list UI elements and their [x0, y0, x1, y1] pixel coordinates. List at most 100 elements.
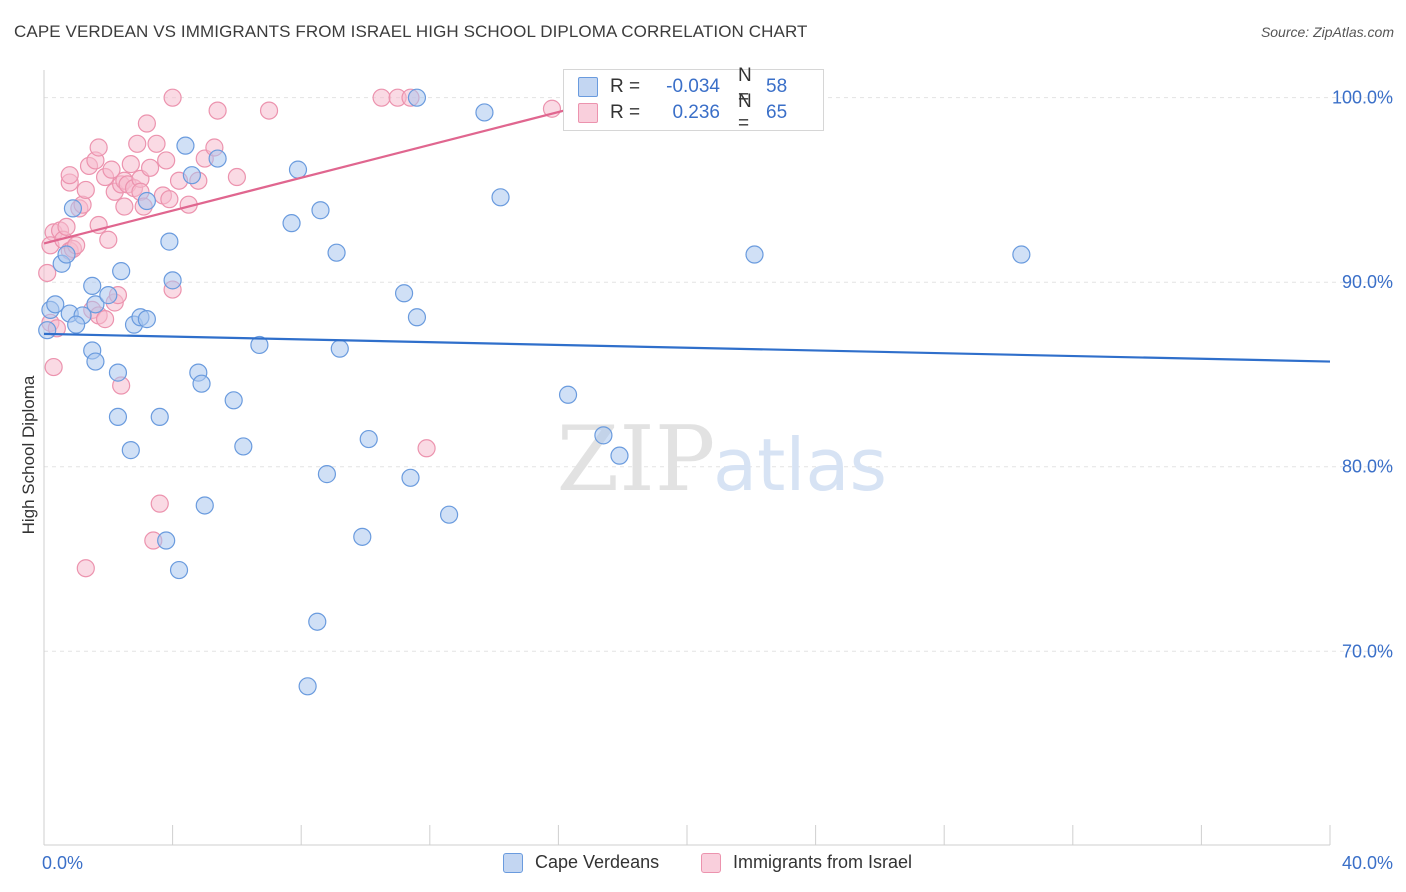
israel-point — [417, 439, 436, 458]
israel-point — [95, 310, 115, 329]
y-tick-label: 90.0% — [1342, 272, 1393, 292]
n-label: N = — [738, 91, 752, 134]
watermark-atlas: atlas — [713, 423, 887, 507]
chart-title: CAPE VERDEAN VS IMMIGRANTS FROM ISRAEL H… — [14, 22, 808, 41]
cape-verdean-point — [137, 191, 156, 211]
cape-verdean-point — [99, 286, 118, 305]
cape-verdean-point — [475, 103, 494, 122]
israel-point — [102, 160, 121, 179]
cape-verdean-point — [121, 441, 140, 460]
cape-verdean-point — [610, 446, 629, 465]
cape-verdean-point — [224, 391, 243, 410]
israel-point — [44, 357, 63, 377]
israel-point — [38, 263, 57, 283]
cape-verdean-point — [157, 531, 176, 550]
cape-verdean-point — [327, 243, 346, 262]
data-points — [38, 88, 1031, 696]
cape-verdean-point — [282, 214, 301, 233]
cape-verdeans-legend-swatch — [503, 852, 523, 873]
cape-verdean-point — [359, 429, 378, 449]
series-legend: Cape Verdeans Immigrants from Israel — [0, 852, 1406, 876]
cape-verdean-point — [208, 149, 227, 168]
n-value: 58 — [766, 76, 788, 97]
cape-verdean-point — [67, 315, 86, 334]
cape-verdean-point — [407, 88, 427, 107]
cape-verdean-point — [491, 188, 510, 207]
x-tick-label-max: 40.0% — [1342, 853, 1393, 873]
israel-point — [259, 101, 279, 120]
cape-verdean-point — [288, 160, 308, 179]
cape-verdean-point — [192, 374, 211, 393]
cape-verdean-point — [317, 465, 337, 484]
israel-point — [121, 155, 140, 174]
cape-verdean-point — [137, 310, 156, 329]
cape-verdean-point — [195, 496, 214, 515]
trend-lines — [43, 92, 1331, 363]
legend-item-cape-verdeans[interactable]: Cape Verdeans — [503, 852, 659, 873]
israel-point — [140, 158, 160, 177]
israel-point — [115, 197, 134, 216]
cape-verdean-point — [353, 527, 372, 546]
y-tick-label: 70.0% — [1342, 641, 1393, 661]
r-label: R = — [610, 76, 641, 97]
israel-point — [99, 230, 118, 249]
legend-label-israel: Immigrants from Israel — [733, 852, 913, 872]
cape-verdean-point — [63, 199, 83, 218]
cape-verdean-point — [298, 677, 317, 696]
cape-verdean-point — [234, 437, 253, 456]
stats-legend: R = -0.034 N = 58 R = 0.236 N = 65 — [563, 65, 824, 134]
israel-point — [60, 166, 79, 185]
israel-point — [227, 167, 246, 187]
israel-point — [372, 88, 391, 107]
cape-verdean-point — [108, 363, 128, 382]
cape-verdean-point — [112, 262, 131, 281]
cape-verdean-point — [86, 352, 105, 371]
x-tick-label-min: 0.0% — [42, 853, 83, 873]
grid-lines — [44, 97, 1393, 652]
cape-verdean-point — [86, 295, 105, 314]
y-tick-label: 100.0% — [1332, 88, 1393, 108]
stats-row-cape-verdeans: R = -0.034 N = 58 — [578, 65, 788, 108]
cape-verdeans-swatch — [578, 77, 598, 97]
cape-verdean-point — [83, 276, 102, 295]
israel-point — [208, 101, 227, 120]
israel-point — [89, 138, 108, 157]
cape-verdean-trend-line — [43, 332, 1331, 363]
cape-verdean-point — [57, 245, 76, 264]
cape-verdean-point — [308, 612, 327, 631]
cape-verdean-point — [594, 426, 613, 445]
israel-point — [128, 134, 147, 153]
israel-point — [150, 494, 169, 513]
cape-verdean-point — [394, 284, 414, 303]
r-label: R = — [610, 102, 641, 123]
r-value: 0.236 — [672, 102, 720, 123]
cape-verdean-point — [250, 335, 269, 355]
cape-verdean-point — [46, 295, 65, 314]
legend-item-israel[interactable]: Immigrants from Israel — [701, 852, 912, 873]
cape-verdean-point — [163, 271, 182, 290]
cape-verdean-point — [108, 407, 128, 427]
israel-point — [157, 151, 176, 170]
israel-point — [147, 134, 166, 153]
cape-verdean-point — [150, 407, 169, 427]
r-value: -0.034 — [666, 76, 720, 97]
y-axis-label: High School Diploma — [19, 375, 38, 534]
israel-point — [57, 217, 76, 236]
stats-row-israel: R = 0.236 N = 65 — [578, 91, 787, 134]
cape-verdean-point — [330, 339, 349, 358]
chart-source: Source: ZipAtlas.com — [1260, 24, 1394, 40]
cape-verdean-point — [401, 468, 420, 487]
cape-verdean-point — [176, 136, 195, 155]
israel-trend-line — [43, 92, 630, 245]
n-label: N = — [738, 65, 752, 108]
cape-verdean-point — [1012, 245, 1031, 264]
legend-label-cape-verdeans: Cape Verdeans — [535, 852, 660, 872]
israel-point — [76, 559, 95, 578]
cape-verdean-point — [182, 166, 201, 185]
israel-point — [163, 88, 182, 107]
axes: 100.0% 90.0% 80.0% 70.0% — [43, 70, 1393, 846]
cape-verdean-point — [439, 505, 459, 524]
cape-verdean-point — [558, 385, 578, 404]
y-tick-label: 80.0% — [1342, 457, 1393, 477]
